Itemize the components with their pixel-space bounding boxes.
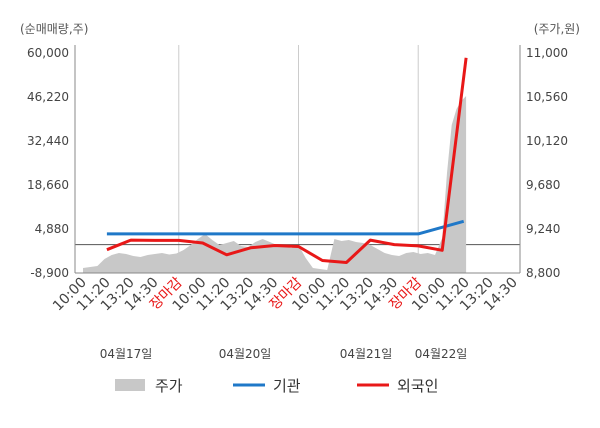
- foreign-line: [106, 57, 468, 264]
- legend-swatch-price: [115, 379, 145, 391]
- date-labels: 04월17일 04월20일 04월21일 04월22일: [100, 347, 468, 361]
- left-tick-label: -8,900: [30, 266, 69, 280]
- legend-label: 외국인: [397, 377, 438, 395]
- left-tick-label: 46,220: [27, 90, 69, 104]
- institution-line: [106, 219, 465, 236]
- left-tick-label: 32,440: [27, 134, 69, 148]
- right-tick-label: 10,120: [526, 134, 568, 148]
- left-tick-label: 60,000: [27, 46, 69, 60]
- plot-frame: [74, 45, 521, 274]
- date-label: 04월17일: [100, 347, 153, 361]
- net-buy-lines-layer: [106, 57, 468, 264]
- left-axis-ticks: 60,000 46,220 32,440 18,660 4,880 -8,900: [27, 46, 69, 280]
- legend: 주가 기관 외국인: [115, 377, 438, 395]
- left-tick-label: 18,660: [27, 178, 69, 192]
- right-tick-label: 11,000: [526, 46, 568, 60]
- right-tick-label: 8,800: [526, 266, 560, 280]
- price-area-layer: [83, 96, 467, 273]
- price-area: [83, 96, 467, 273]
- date-label: 04월22일: [415, 347, 468, 361]
- left-axis-unit-label: (순매매량,주): [20, 22, 88, 36]
- right-tick-label: 9,240: [526, 222, 560, 236]
- right-axis-unit-label: (주가,원): [534, 22, 580, 36]
- x-axis-ticks: 10:0011:2013:2014:30장마감10:0011:2013:2014…: [50, 274, 521, 314]
- right-tick-label: 9,680: [526, 178, 560, 192]
- legend-label: 기관: [273, 377, 301, 395]
- legend-label: 주가: [155, 377, 183, 395]
- right-tick-label: 10,560: [526, 90, 568, 104]
- right-axis-ticks: 11,000 10,560 10,120 9,680 9,240 8,800: [526, 46, 568, 280]
- date-label: 04월20일: [219, 347, 272, 361]
- left-tick-label: 4,880: [35, 222, 69, 236]
- date-label: 04월21일: [340, 347, 393, 361]
